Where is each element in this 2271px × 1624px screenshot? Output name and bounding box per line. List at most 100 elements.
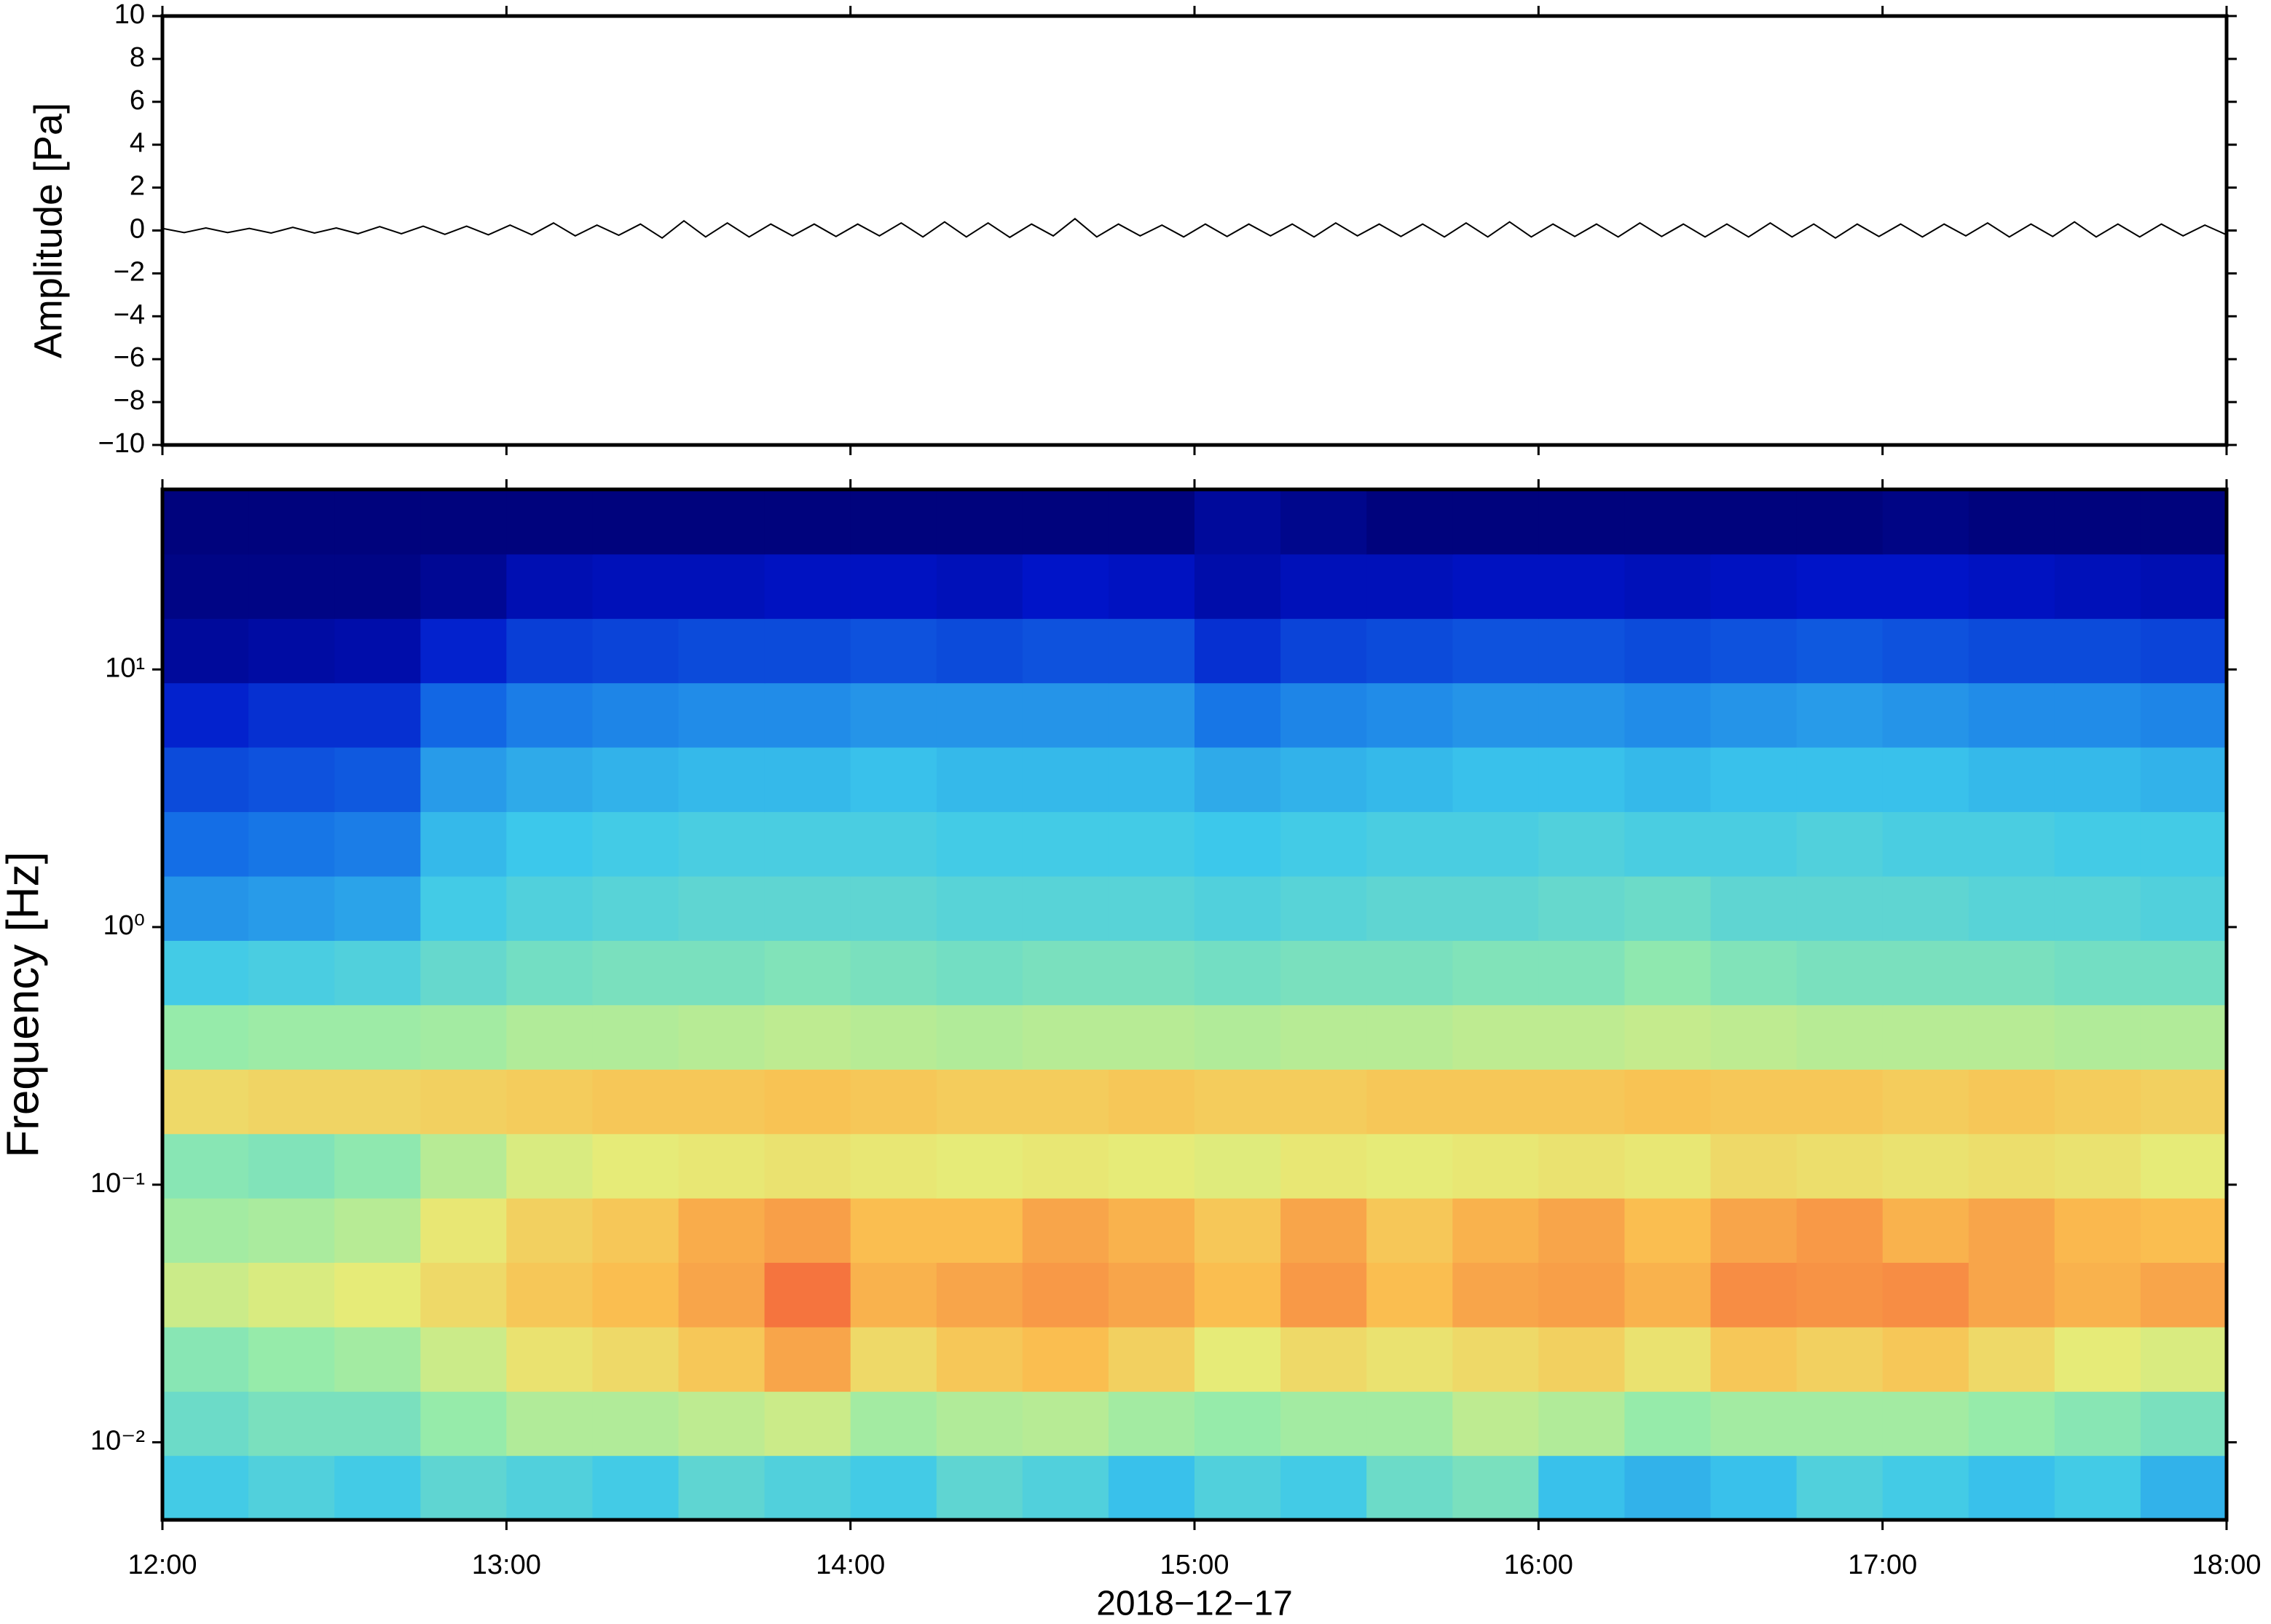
spectrogram-cell	[1968, 1326, 2055, 1392]
spectrogram-cell	[2140, 1326, 2227, 1392]
spectrogram-cell	[936, 682, 1023, 748]
spectrogram-cell	[1882, 1004, 1969, 1070]
spectrogram-cell	[1882, 1455, 1969, 1521]
spectrogram-cell	[1366, 489, 1454, 555]
spectrogram-cell	[2140, 1391, 2227, 1457]
spectrogram-cell	[162, 489, 249, 555]
spectrogram-cell	[248, 875, 335, 941]
spectrogram-cell	[850, 1326, 937, 1392]
spectrogram-cell	[936, 811, 1023, 877]
spectrogram-cell	[2140, 1069, 2227, 1135]
spectrogram-cell	[1624, 553, 1712, 619]
spectrogram-cell	[1882, 875, 1969, 941]
spectrogram-cell	[1194, 1455, 1281, 1521]
spectrogram-cell	[1366, 1069, 1454, 1135]
spectrogram-cell	[1796, 1004, 1884, 1070]
spectrogram-cell	[1968, 746, 2055, 813]
waveform	[162, 218, 2227, 240]
spectrogram-cell	[420, 1069, 508, 1135]
spectrogram-cell	[850, 746, 937, 813]
spectrogram-cell	[1710, 1391, 1798, 1457]
spectrogram-cell	[2054, 940, 2141, 1006]
spectrogram-cell	[1882, 811, 1969, 877]
spectrogram-cell	[592, 1455, 680, 1521]
spectrogram-cell	[678, 1455, 765, 1521]
spectrogram-cell	[506, 682, 594, 748]
spectrogram-cell	[1280, 1133, 1367, 1199]
spectrogram-cell	[850, 618, 937, 684]
spectrogram-cell	[1452, 940, 1540, 1006]
spectrogram-cell	[1796, 1455, 1884, 1521]
spectrogram-cell	[1882, 1069, 1969, 1135]
spectrogram-cell	[1452, 1326, 1540, 1392]
spectrogram-cell	[1624, 1455, 1712, 1521]
spectrogram-cell	[1538, 1262, 1626, 1328]
spectrogram-cell	[936, 1326, 1023, 1392]
y-tick-label: 10¹	[105, 653, 145, 683]
spectrogram-cell	[592, 811, 680, 877]
y-tick-label: −6	[114, 342, 145, 373]
spectrogram-cell	[2054, 1262, 2141, 1328]
spectrogram-cell	[1194, 875, 1281, 941]
spectrogram-cell	[1194, 553, 1281, 619]
spectrogram-cell	[936, 940, 1023, 1006]
spectrogram-cell	[1796, 682, 1884, 748]
spectrogram-cell	[936, 618, 1023, 684]
spectrogram-cell	[506, 746, 594, 813]
spectrogram-cell	[334, 553, 422, 619]
spectrogram-cell	[334, 811, 422, 877]
spectrogram-cell	[1452, 553, 1540, 619]
spectrogram-cell	[2140, 1004, 2227, 1070]
spectrogram-cell	[334, 1391, 422, 1457]
spectrogram-cell	[592, 553, 680, 619]
spectrogram-cell	[162, 1455, 249, 1521]
spectrogram-cell	[1108, 1197, 1195, 1263]
spectrogram-cell	[1366, 940, 1454, 1006]
spectrogram-cell	[334, 1069, 422, 1135]
spectrogram-cell	[1968, 682, 2055, 748]
spectrogram-cell	[764, 1133, 851, 1199]
spectrogram-cell	[1366, 618, 1454, 684]
spectrogram-cell	[2140, 682, 2227, 748]
spectrogram-cell	[1366, 682, 1454, 748]
spectrogram-cell	[1538, 489, 1626, 555]
spectrogram-cell	[1194, 489, 1281, 555]
spectrogram-cell	[334, 746, 422, 813]
spectrogram-cell	[1452, 1262, 1540, 1328]
spectrogram-cell	[2054, 1326, 2141, 1392]
spectrogram-cell	[1624, 618, 1712, 684]
spectrogram-cell	[2054, 1197, 2141, 1263]
spectrogram-cell	[1022, 811, 1109, 877]
y-tick-label: 2	[130, 171, 145, 202]
spectrogram-cell	[1710, 1455, 1798, 1521]
spectrogram-cell	[936, 1197, 1023, 1263]
spectrogram-cell	[1194, 940, 1281, 1006]
spectrogram-cell	[1366, 1133, 1454, 1199]
x-tick-label: 18:00	[2192, 1550, 2261, 1580]
spectrogram-cell	[678, 1004, 765, 1070]
spectrogram-cell	[1280, 682, 1367, 748]
spectrogram-cell	[1108, 682, 1195, 748]
spectrogram-cell	[2140, 489, 2227, 555]
spectrogram-cell	[764, 1391, 851, 1457]
spectrogram-cell	[1194, 1262, 1281, 1328]
spectrogram-cell	[1366, 1004, 1454, 1070]
spectrogram-cell	[1624, 1133, 1712, 1199]
spectrogram-cell	[1452, 1197, 1540, 1263]
spectrogram-cell	[850, 553, 937, 619]
spectrogram-cell	[334, 682, 422, 748]
spectrogram-cell	[592, 1391, 680, 1457]
spectrogram-cell	[2054, 1133, 2141, 1199]
spectrogram-cell	[936, 489, 1023, 555]
spectrogram-cell	[1624, 875, 1712, 941]
spectrogram-cell	[1194, 1197, 1281, 1263]
spectrogram-cell	[1968, 1197, 2055, 1263]
spectrogram-cell	[2054, 618, 2141, 684]
spectrogram-cell	[678, 811, 765, 877]
spectrogram-cell	[1796, 553, 1884, 619]
spectrogram-cell	[420, 1133, 508, 1199]
spectrogram-cell	[1366, 1262, 1454, 1328]
spectrogram-cell	[1280, 618, 1367, 684]
spectrogram-cell	[1108, 875, 1195, 941]
spectrogram-cell	[1710, 746, 1798, 813]
